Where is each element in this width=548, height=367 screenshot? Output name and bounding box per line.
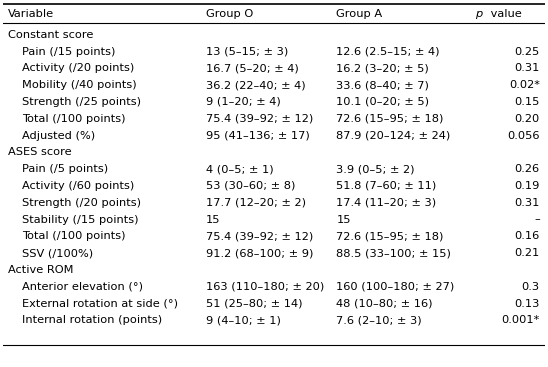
Text: 0.20: 0.20: [515, 114, 540, 124]
Text: 91.2 (68–100; ± 9): 91.2 (68–100; ± 9): [206, 248, 313, 258]
Text: 15: 15: [206, 215, 221, 225]
Text: 33.6 (8–40; ± 7): 33.6 (8–40; ± 7): [336, 80, 429, 90]
Text: Active ROM: Active ROM: [8, 265, 73, 275]
Text: 0.3: 0.3: [522, 282, 540, 292]
Text: 0.16: 0.16: [515, 232, 540, 241]
Text: 48 (10–80; ± 16): 48 (10–80; ± 16): [336, 299, 433, 309]
Text: Group A: Group A: [336, 9, 383, 19]
Text: Constant score: Constant score: [8, 30, 94, 40]
Text: 51.8 (7–60; ± 11): 51.8 (7–60; ± 11): [336, 181, 437, 191]
Text: 163 (110–180; ± 20): 163 (110–180; ± 20): [206, 282, 324, 292]
Text: Strength (/20 points): Strength (/20 points): [22, 198, 141, 208]
Text: 0.13: 0.13: [515, 299, 540, 309]
Text: 0.001*: 0.001*: [501, 315, 540, 326]
Text: 0.15: 0.15: [515, 97, 540, 107]
Text: 17.7 (12–20; ± 2): 17.7 (12–20; ± 2): [206, 198, 306, 208]
Text: 17.4 (11–20; ± 3): 17.4 (11–20; ± 3): [336, 198, 437, 208]
Text: Activity (/20 points): Activity (/20 points): [22, 63, 134, 73]
Text: 75.4 (39–92; ± 12): 75.4 (39–92; ± 12): [206, 114, 313, 124]
Text: 87.9 (20–124; ± 24): 87.9 (20–124; ± 24): [336, 131, 450, 141]
Text: value: value: [487, 9, 521, 19]
Text: 72.6 (15–95; ± 18): 72.6 (15–95; ± 18): [336, 114, 444, 124]
Text: Variable: Variable: [8, 9, 54, 19]
Text: 7.6 (2–10; ± 3): 7.6 (2–10; ± 3): [336, 315, 422, 326]
Text: Total (/100 points): Total (/100 points): [22, 232, 125, 241]
Text: 95 (41–136; ± 17): 95 (41–136; ± 17): [206, 131, 310, 141]
Text: 4 (0–5; ± 1): 4 (0–5; ± 1): [206, 164, 274, 174]
Text: Group O: Group O: [206, 9, 253, 19]
Text: ASES score: ASES score: [8, 148, 72, 157]
Text: SSV (/100%): SSV (/100%): [22, 248, 93, 258]
Text: 3.9 (0–5; ± 2): 3.9 (0–5; ± 2): [336, 164, 415, 174]
Text: 88.5 (33–100; ± 15): 88.5 (33–100; ± 15): [336, 248, 451, 258]
Text: 9 (4–10; ± 1): 9 (4–10; ± 1): [206, 315, 281, 326]
Text: Adjusted (%): Adjusted (%): [22, 131, 95, 141]
Text: Total (/100 points): Total (/100 points): [22, 114, 125, 124]
Text: 0.31: 0.31: [515, 198, 540, 208]
Text: 72.6 (15–95; ± 18): 72.6 (15–95; ± 18): [336, 232, 444, 241]
Text: 75.4 (39–92; ± 12): 75.4 (39–92; ± 12): [206, 232, 313, 241]
Text: Mobility (/40 points): Mobility (/40 points): [22, 80, 136, 90]
Text: 10.1 (0–20; ± 5): 10.1 (0–20; ± 5): [336, 97, 430, 107]
Text: 15: 15: [336, 215, 351, 225]
Text: External rotation at side (°): External rotation at side (°): [22, 299, 178, 309]
Text: 160 (100–180; ± 27): 160 (100–180; ± 27): [336, 282, 455, 292]
Text: Stability (/15 points): Stability (/15 points): [22, 215, 138, 225]
Text: 53 (30–60; ± 8): 53 (30–60; ± 8): [206, 181, 295, 191]
Text: 0.02*: 0.02*: [509, 80, 540, 90]
Text: 36.2 (22–40; ± 4): 36.2 (22–40; ± 4): [206, 80, 306, 90]
Text: –: –: [534, 215, 540, 225]
Text: 9 (1–20; ± 4): 9 (1–20; ± 4): [206, 97, 281, 107]
Text: 13 (5–15; ± 3): 13 (5–15; ± 3): [206, 47, 288, 57]
Text: Internal rotation (points): Internal rotation (points): [22, 315, 162, 326]
Text: Anterior elevation (°): Anterior elevation (°): [22, 282, 143, 292]
Text: 0.25: 0.25: [515, 47, 540, 57]
Text: 0.056: 0.056: [507, 131, 540, 141]
Text: 0.19: 0.19: [515, 181, 540, 191]
Text: 0.21: 0.21: [515, 248, 540, 258]
Text: 16.7 (5–20; ± 4): 16.7 (5–20; ± 4): [206, 63, 299, 73]
Text: Pain (/15 points): Pain (/15 points): [22, 47, 115, 57]
Text: 0.31: 0.31: [515, 63, 540, 73]
Text: Strength (/25 points): Strength (/25 points): [22, 97, 141, 107]
Text: 12.6 (2.5–15; ± 4): 12.6 (2.5–15; ± 4): [336, 47, 440, 57]
Text: p: p: [475, 9, 482, 19]
Text: 16.2 (3–20; ± 5): 16.2 (3–20; ± 5): [336, 63, 429, 73]
Text: Pain (/5 points): Pain (/5 points): [22, 164, 108, 174]
Text: 51 (25–80; ± 14): 51 (25–80; ± 14): [206, 299, 302, 309]
Text: 0.26: 0.26: [515, 164, 540, 174]
Text: Activity (/60 points): Activity (/60 points): [22, 181, 134, 191]
